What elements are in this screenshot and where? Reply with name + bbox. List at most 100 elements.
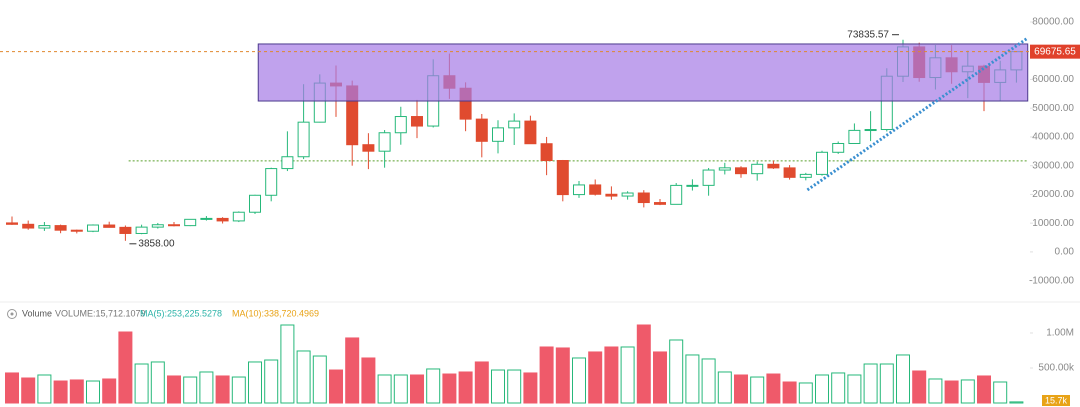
candle-body [686, 184, 699, 187]
candle-body [6, 222, 18, 225]
volume-bar [782, 381, 797, 404]
volume-bar [863, 363, 878, 404]
volume-bar [5, 372, 19, 404]
candle-body [119, 226, 132, 234]
y-tick-label: 40000.00 [1032, 132, 1074, 143]
candle-body [135, 226, 148, 234]
candle-body [38, 225, 51, 229]
candle-body [265, 168, 278, 196]
candle-body [103, 224, 116, 228]
candle-body [832, 142, 845, 153]
volume-bar [685, 354, 700, 404]
volume-bar [86, 380, 100, 404]
candle-body [799, 173, 812, 178]
candle-body [394, 116, 407, 134]
candle-body [54, 225, 67, 231]
candle-body [864, 129, 877, 132]
volume-bar [426, 368, 441, 404]
volume-bar [798, 382, 813, 404]
candle-body [508, 120, 521, 129]
volume-bar [21, 377, 36, 404]
volume-bar [264, 359, 279, 404]
volume-bar [507, 369, 522, 404]
volume-bar [604, 346, 619, 404]
volume-bar [653, 351, 667, 404]
volume-bar [458, 371, 473, 404]
volume-bar [491, 369, 505, 404]
volume-bar [53, 380, 68, 404]
volume-bar [669, 339, 684, 404]
volume-bar [248, 361, 262, 404]
candle-body [70, 229, 83, 232]
candle-body [670, 184, 683, 205]
volume-bar [167, 375, 181, 404]
volume-bar [734, 374, 748, 404]
volume-bar [1009, 401, 1024, 404]
eye-icon[interactable] [7, 309, 17, 319]
volume-legend: MA(5):253,225.5278 [140, 308, 222, 318]
last-price-label: 69675.65 [1034, 46, 1076, 57]
volume-bar [150, 361, 165, 404]
trend-line [806, 36, 1029, 192]
volume-tag [1042, 395, 1070, 406]
candle-body [378, 132, 391, 152]
volume-bar [361, 357, 376, 404]
candle-body [281, 156, 294, 170]
volume-bar [539, 346, 554, 404]
volume-bar [231, 376, 246, 404]
candle-body [637, 192, 650, 204]
candle-body [767, 163, 780, 169]
candle-body [702, 169, 715, 186]
y-tick-label: 0.00 [1055, 247, 1075, 258]
candle-body [411, 116, 423, 127]
candle-body [589, 184, 602, 195]
volume-bar [831, 372, 846, 404]
y-tick-label: 10000.00 [1032, 218, 1074, 229]
volume-bar [944, 380, 959, 404]
volume-bar [572, 357, 586, 404]
volume-bar [69, 379, 84, 404]
volume-bar [118, 331, 133, 404]
candle-body [751, 163, 764, 175]
volume-bar [393, 374, 408, 404]
volume-bar [280, 324, 295, 404]
volume-bar [410, 374, 424, 404]
volume-last-label: 15.7k [1045, 395, 1068, 405]
volume-bar [847, 374, 862, 404]
volume-bar [960, 379, 975, 404]
volume-title: Volume [22, 308, 52, 318]
y-tick-label: 30000.00 [1032, 160, 1074, 171]
candle-body [184, 218, 197, 227]
volume-bar [102, 378, 117, 404]
candle-body [22, 223, 35, 229]
y-tick-label: 60000.00 [1032, 74, 1074, 85]
candle-body [492, 127, 504, 142]
volume-bar [296, 350, 311, 404]
candle-body [654, 202, 666, 205]
last-price-tag [1030, 44, 1080, 59]
volume-bar [993, 381, 1008, 404]
candle-body [249, 194, 261, 213]
y-tick-label: 50000.00 [1032, 103, 1074, 114]
candle-body [87, 224, 99, 232]
volume-bar [636, 324, 651, 404]
y-tick-label: -10000.00 [1029, 275, 1074, 286]
volume-bar [750, 376, 765, 404]
candle-body [151, 224, 164, 228]
volume-bar [912, 370, 927, 404]
y-tick-label: 80000.00 [1032, 17, 1074, 28]
volume-bar [555, 347, 570, 404]
candle-body [200, 217, 213, 220]
low-annotation: 3858.00 [138, 238, 175, 249]
volume-bar [766, 373, 781, 404]
high-annotation: 73835.57 [847, 29, 889, 40]
volume-bar [312, 355, 327, 404]
volume-bar [37, 374, 52, 404]
candle-body [605, 193, 618, 197]
eye-pupil [10, 312, 14, 316]
volume-bar [329, 369, 343, 404]
candle-body [848, 129, 861, 144]
candle-body [735, 167, 747, 175]
y-tick-label: 500.00k [1038, 363, 1075, 374]
